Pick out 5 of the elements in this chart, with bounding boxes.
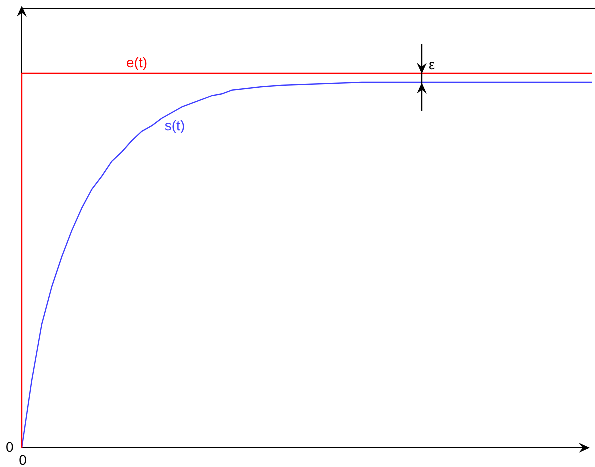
series-label: e(t) — [126, 54, 148, 70]
text: 0 — [19, 452, 28, 467]
series-label: s(t) — [164, 118, 186, 134]
text: 0 — [6, 438, 14, 455]
text: ε — [429, 56, 436, 72]
